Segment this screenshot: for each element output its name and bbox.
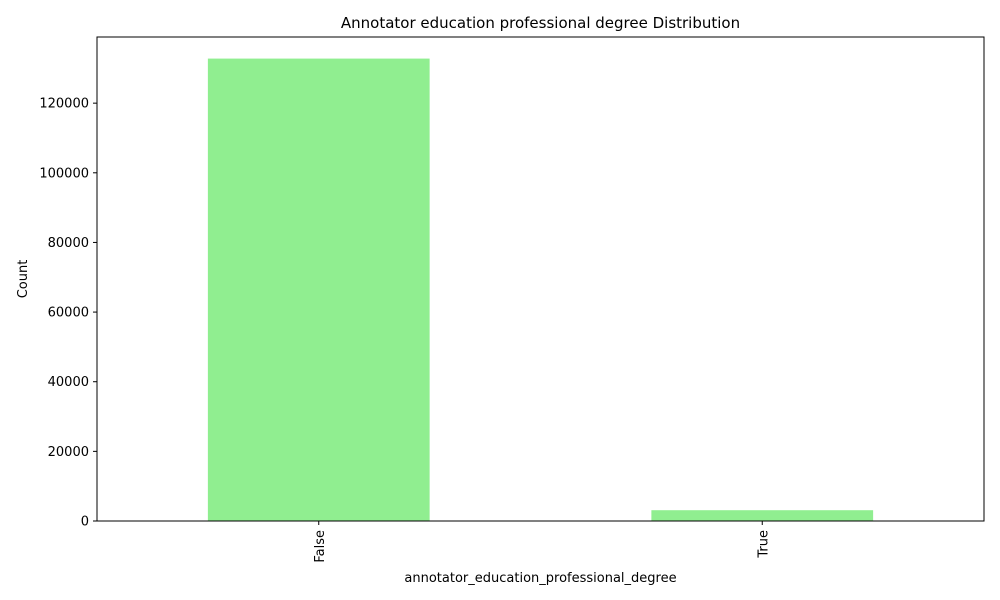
y-tick-label: 40000 [48,375,89,390]
x-tick-label: True [756,530,771,559]
x-axis-label: annotator_education_professional_degree [404,571,676,586]
y-tick-label: 0 [81,515,89,530]
y-axis-label: Count [16,260,31,299]
x-tick-label: False [313,530,328,563]
bars-group [207,58,874,521]
x-axis-ticks: False True [313,521,771,563]
chart-title: Annotator education professional degree … [341,14,740,32]
bar-true [651,510,874,521]
y-tick-label: 100000 [39,166,89,181]
y-tick-label: 80000 [48,236,89,251]
y-tick-label: 120000 [39,97,89,112]
bar-false [207,58,430,521]
plot-frame [96,36,985,522]
y-tick-label: 60000 [48,306,89,321]
y-tick-label: 20000 [48,445,89,460]
y-axis-ticks: 0 20000 40000 60000 80000 100000 120000 [39,97,97,530]
